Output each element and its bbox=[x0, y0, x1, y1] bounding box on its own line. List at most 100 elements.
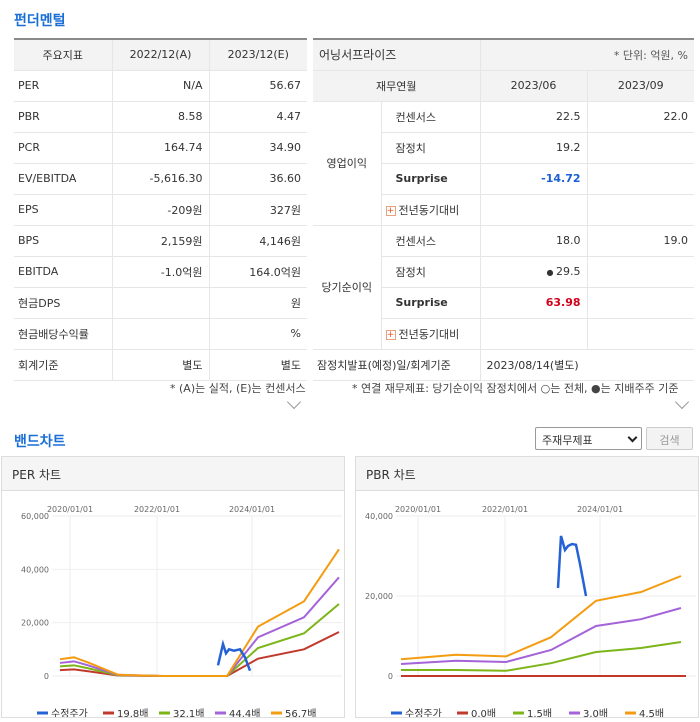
row-label: Surprise bbox=[381, 163, 481, 195]
table-row: EPS -209원 327원 bbox=[14, 194, 307, 226]
row-label: 회계기준 bbox=[14, 349, 113, 381]
x-tick-label: 2020/01/01 bbox=[395, 505, 441, 514]
statement-select-value: 주재무제표 bbox=[542, 434, 593, 447]
fundamentals-title: 펀더멘털 bbox=[14, 13, 66, 29]
x-tick-label: 2024/01/01 bbox=[577, 505, 623, 514]
cell-value: 22.0 bbox=[587, 101, 694, 133]
table-row: + 전년동기대비 bbox=[313, 318, 694, 350]
pbr-chart-title: PBR 차트 bbox=[356, 457, 698, 491]
row-label-text: 전년동기대비 bbox=[398, 203, 460, 217]
table-row: PBR 8.58 4.47 bbox=[14, 101, 307, 133]
table-row: Surprise -14.72 bbox=[313, 163, 694, 195]
cell-value bbox=[587, 287, 694, 319]
per-chart-panel: PER 차트 0 20,000 40,000 60,000 2020/01/01 2022… bbox=[1, 456, 345, 720]
row-label: PBR bbox=[14, 101, 113, 133]
y-tick-label: 40,000 bbox=[365, 512, 393, 521]
cell-value: -209원 bbox=[112, 194, 210, 226]
key-indicators-table: 주요지표 2022/12(A) 2023/12(E) PER N/A 56.67 PB… bbox=[14, 38, 307, 381]
band-line bbox=[400, 607, 682, 665]
cell-value: 22.5 bbox=[480, 101, 588, 133]
cell-value: 19.2 bbox=[480, 132, 588, 164]
cell-value bbox=[587, 194, 694, 226]
table-row: 현금배당수익률% bbox=[14, 318, 307, 350]
band-line bbox=[400, 575, 682, 661]
cell-value: -1.0억원 bbox=[112, 256, 210, 288]
band-line bbox=[59, 548, 340, 677]
table-row: 회계기준 별도 별도 bbox=[14, 349, 307, 381]
cell-value bbox=[112, 318, 210, 350]
chevron-down-icon[interactable] bbox=[286, 394, 302, 410]
chevron-down-icon[interactable] bbox=[674, 394, 690, 410]
cell-value: 63.98 bbox=[480, 287, 588, 319]
legend-label: 수정주가 bbox=[405, 708, 442, 717]
cell-value: 18.0 bbox=[480, 225, 588, 257]
row-label: BPS bbox=[14, 225, 113, 257]
table-row: PCR 164.74 34.90 bbox=[14, 132, 307, 164]
table-row: EBITDA -1.0억원 164.0억원 bbox=[14, 256, 307, 288]
row-label: PER bbox=[14, 70, 113, 102]
cell-value: 8.58 bbox=[112, 101, 210, 133]
cell-value: 별도 bbox=[209, 349, 307, 381]
row-label-text: 전년동기대비 bbox=[398, 327, 460, 341]
period-header: 재무연월 bbox=[313, 70, 481, 102]
row-label[interactable]: + 전년동기대비 bbox=[381, 318, 481, 350]
cell-value: N/A bbox=[112, 70, 210, 102]
right-table-note: * 연결 재무제표: 당기순이익 잠정치에서 ○는 전체, ●는 지배주주 기준 bbox=[352, 382, 679, 395]
cell-text: 29.5 bbox=[556, 265, 581, 278]
unit-label: * 단위: 억원, % bbox=[480, 39, 694, 71]
cell-value bbox=[112, 287, 210, 319]
table-row: 잠정치 19.2 bbox=[313, 132, 694, 164]
row-label[interactable]: + 전년동기대비 bbox=[381, 194, 481, 226]
band-line bbox=[59, 603, 340, 677]
x-tick-label: 2024/01/01 bbox=[229, 505, 275, 514]
x-tick-label: 2022/01/01 bbox=[134, 505, 180, 514]
cell-value: 164.0억원 bbox=[209, 256, 307, 288]
pbr-chart-panel: PBR 차트 0 20,000 40,000 2020/01/01 2022/01/01… bbox=[355, 456, 699, 720]
expand-plus-icon[interactable]: + bbox=[385, 329, 396, 340]
expand-plus-icon[interactable]: + bbox=[385, 205, 396, 216]
legend-label: 32.1배 bbox=[173, 708, 204, 717]
cell-value: 56.67 bbox=[209, 70, 307, 102]
y-tick-label: 60,000 bbox=[21, 512, 49, 521]
legend-label: 56.7배 bbox=[285, 708, 316, 717]
legend-label: 3.0배 bbox=[583, 708, 608, 717]
cell-value: 34.90 bbox=[209, 132, 307, 164]
company-label: 어닝서프라이즈 bbox=[313, 39, 481, 71]
row-label: 잠정치 bbox=[381, 256, 481, 288]
cell-value bbox=[480, 194, 588, 226]
y-tick-label: 40,000 bbox=[21, 565, 49, 574]
col-header: 2023/12(E) bbox=[209, 39, 307, 71]
cell-value: 원 bbox=[209, 287, 307, 319]
statement-select[interactable]: 주재무제표 bbox=[535, 427, 642, 450]
cell-value: 4,146원 bbox=[209, 225, 307, 257]
row-label: 현금배당수익률 bbox=[14, 318, 113, 350]
band-line bbox=[401, 641, 682, 672]
row-label: EPS bbox=[14, 194, 113, 226]
legend-label: 44.4배 bbox=[229, 708, 260, 717]
band-chart-title: 밴드차트 bbox=[14, 434, 66, 450]
col-header: 주요지표 bbox=[14, 39, 113, 71]
group-label: 영업이익 bbox=[313, 101, 382, 226]
row-label: 컨센서스 bbox=[381, 101, 481, 133]
cell-value: ● 29.5 bbox=[480, 256, 588, 288]
cell-value: -5,616.30 bbox=[112, 163, 210, 195]
cell-value bbox=[480, 318, 588, 350]
row-label: 현금DPS bbox=[14, 287, 113, 319]
table-row: BPS 2,159원 4,146원 bbox=[14, 225, 307, 257]
cell-value: 327원 bbox=[209, 194, 307, 226]
table-row: EV/EBITDA -5,616.30 36.60 bbox=[14, 163, 307, 195]
cell-value: 164.74 bbox=[112, 132, 210, 164]
legend-label: 0.0배 bbox=[471, 708, 496, 717]
price-line bbox=[216, 639, 252, 672]
row-label: 잠정치 bbox=[381, 132, 481, 164]
table-row: + 전년동기대비 bbox=[313, 194, 694, 226]
cell-value bbox=[587, 163, 694, 195]
controlling-dot-icon: ● bbox=[546, 268, 556, 277]
cell-value bbox=[587, 256, 694, 288]
table-row: Surprise 63.98 bbox=[313, 287, 694, 319]
cell-value: 36.60 bbox=[209, 163, 307, 195]
y-tick-label: 0 bbox=[44, 672, 49, 681]
search-button[interactable]: 검색 bbox=[646, 427, 693, 450]
col-header: 2022/12(A) bbox=[112, 39, 210, 71]
cell-value: 별도 bbox=[112, 349, 210, 381]
